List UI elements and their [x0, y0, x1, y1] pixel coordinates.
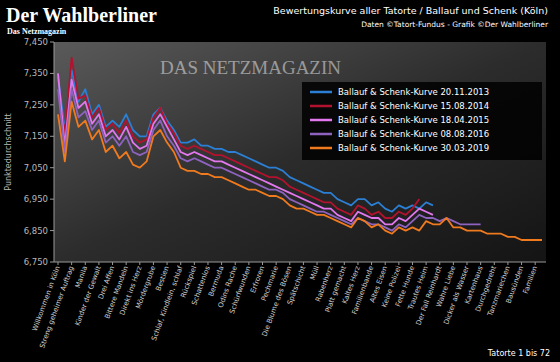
x-tick [58, 262, 59, 265]
x-tick-label: Mördergrube [134, 265, 157, 310]
x-tick [112, 262, 113, 265]
y-tick-label: 7,150 [24, 131, 48, 141]
x-tick-label: Bausünden [504, 265, 525, 305]
x-tick [398, 262, 399, 265]
x-tick [71, 262, 72, 265]
plot-area [54, 42, 546, 262]
x-tick [153, 262, 154, 265]
header: Bewertungskurve aller Tatorte / Ballauf … [273, 5, 548, 16]
x-tick [330, 262, 331, 265]
legend-swatch [310, 91, 332, 94]
x-tick [235, 262, 236, 265]
x-tick [521, 262, 522, 265]
x-tick [139, 262, 140, 265]
x-tick-label: Schlaf, Kindlein, schlaf [150, 264, 185, 341]
y-tick [50, 262, 54, 263]
subtitle: Das Netzmagazin [7, 27, 67, 36]
y-tick-label: 6,950 [24, 194, 48, 204]
chart: Der WahlberlinerDas Netzmagazin Bewertung… [0, 0, 560, 362]
x-tick [507, 262, 508, 265]
x-tick [85, 262, 86, 265]
x-tick [371, 262, 372, 265]
x-tick [317, 262, 318, 265]
legend-label: Ballauf & Schenk-Kurve 18.04.2015 [338, 115, 489, 125]
y-tick-label: 7,250 [24, 100, 48, 110]
x-tick [248, 262, 249, 265]
x-tick-label: Familien [522, 265, 539, 295]
y-tick [50, 104, 54, 105]
legend-label: Ballauf & Schenk-Kurve 08.08.2016 [338, 129, 489, 139]
series-line [58, 102, 542, 240]
y-tick [50, 136, 54, 137]
legend-label: Ballauf & Schenk-Kurve 15.08.2014 [338, 101, 489, 111]
y-tick [50, 167, 54, 168]
x-tick [467, 262, 468, 265]
x-tick [180, 262, 181, 265]
legend-label: Ballauf & Schenk-Kurve 20.11.2013 [338, 87, 489, 97]
x-tick [194, 262, 195, 265]
x-tick [126, 262, 127, 265]
x-tick [344, 262, 345, 265]
watermark: DAS NETZMAGAZIN [160, 57, 341, 78]
y-tick-label: 6,850 [24, 226, 48, 236]
x-tick [480, 262, 481, 265]
y-tick [50, 42, 54, 43]
y-tick [50, 230, 54, 231]
x-tick [98, 262, 99, 265]
x-tick [289, 262, 290, 265]
x-tick-label: Streng geheimer Auftrag [38, 265, 75, 349]
source: Daten ©Tatort-Fundus - Grafik ©Der Wahlb… [361, 20, 549, 29]
y-axis [54, 42, 55, 262]
x-tick [494, 262, 495, 265]
x-axis [54, 262, 546, 263]
x-tick-label: Müll [308, 265, 320, 281]
x-tick [262, 262, 263, 265]
x-tick [207, 262, 208, 265]
x-tick [453, 262, 454, 265]
legend: Ballauf & Schenk-Kurve 20.11.2013 Ballauf… [302, 82, 542, 160]
x-axis-label: Tatorte 1 bis 72 [487, 349, 550, 358]
x-tick [426, 262, 427, 265]
x-tick [357, 262, 358, 265]
y-tick [50, 199, 54, 200]
legend-swatch [310, 119, 332, 122]
y-axis-label: Punktedurchschnitt [4, 113, 13, 190]
legend-swatch [310, 133, 332, 136]
x-tick [303, 262, 304, 265]
legend-label: Ballauf & Schenk-Kurve 30.03.2019 [338, 143, 489, 153]
y-tick [50, 73, 54, 74]
x-tick [412, 262, 413, 265]
y-tick-label: 7,050 [24, 163, 48, 173]
x-tick [276, 262, 277, 265]
y-tick-label: 7,350 [24, 68, 48, 78]
legend-swatch [310, 105, 332, 108]
series-group [58, 58, 542, 240]
x-tick-label: Spätschicht [286, 265, 308, 306]
x-tick [535, 262, 536, 265]
x-tick [221, 262, 222, 265]
x-tick [385, 262, 386, 265]
x-tick-label: Schattenlos [190, 265, 212, 307]
x-tick [167, 262, 168, 265]
y-tick-label: 6,750 [24, 257, 48, 267]
legend-box [302, 82, 542, 160]
y-tick-label: 7,450 [24, 37, 48, 47]
title: Der Wahlberliner [6, 4, 157, 26]
background [0, 0, 560, 362]
legend-swatch [310, 147, 332, 150]
x-tick [439, 262, 440, 265]
